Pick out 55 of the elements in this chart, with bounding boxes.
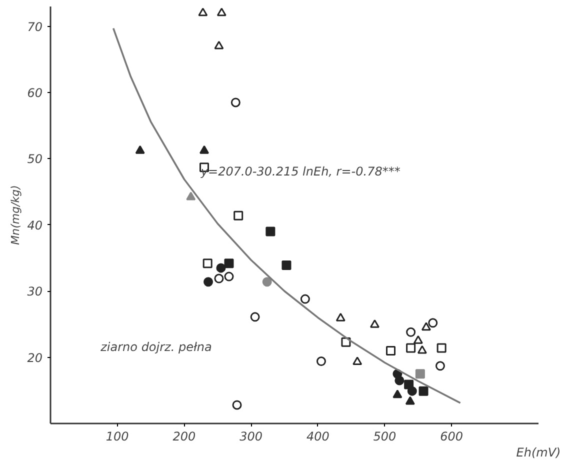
- y-axis-title: Mn(mg/kg): [9, 185, 22, 245]
- x-tick-label: 300: [240, 430, 263, 444]
- point: [436, 343, 446, 353]
- point: [406, 343, 416, 353]
- point: [202, 258, 212, 268]
- x-tick-label: 100: [106, 430, 130, 444]
- point: [214, 40, 224, 50]
- point: [406, 327, 416, 337]
- point: [405, 396, 415, 405]
- x-axis-title: Eh(mV): [516, 446, 561, 460]
- point: [418, 386, 428, 396]
- point: [204, 277, 214, 287]
- point: [232, 400, 242, 410]
- point: [224, 258, 234, 268]
- point: [336, 312, 346, 322]
- y-tick-label: 40: [27, 218, 43, 232]
- point: [250, 312, 260, 322]
- x-tick-label: 400: [306, 430, 330, 444]
- point: [435, 361, 445, 371]
- point: [224, 272, 234, 282]
- y-tick-label: 20: [27, 350, 43, 365]
- point: [316, 356, 326, 366]
- point: [421, 322, 431, 331]
- point: [214, 274, 224, 284]
- y-tick-label: 70: [27, 20, 43, 34]
- point: [413, 335, 423, 344]
- y-tick-label: 50: [27, 152, 43, 166]
- point: [135, 145, 145, 154]
- x-tick-label: 600: [440, 430, 464, 444]
- point: [415, 369, 425, 379]
- point: [394, 376, 404, 386]
- y-tick-label: 30: [27, 284, 43, 299]
- point: [230, 98, 240, 108]
- point: [417, 345, 427, 354]
- point: [428, 318, 438, 328]
- point: [216, 8, 226, 16]
- x-tick-label: 200: [172, 430, 196, 444]
- point: [352, 356, 362, 365]
- point: [262, 277, 272, 287]
- point: [392, 390, 402, 398]
- point: [386, 346, 396, 356]
- point: [300, 294, 310, 304]
- point: [370, 320, 380, 328]
- point: [200, 145, 210, 154]
- point: [282, 260, 292, 270]
- point: [234, 210, 244, 220]
- point: [266, 226, 276, 236]
- point: [186, 192, 196, 200]
- point: [198, 8, 208, 16]
- annotation: ziarno dojrz. pełna: [100, 340, 212, 354]
- x-tick-label: 500: [373, 430, 397, 444]
- annotation: y=207.0-30.215 lnEh, r=-0.78***: [200, 164, 400, 179]
- point: [216, 263, 226, 273]
- y-tick-label: 60: [27, 86, 43, 100]
- point: [404, 380, 414, 390]
